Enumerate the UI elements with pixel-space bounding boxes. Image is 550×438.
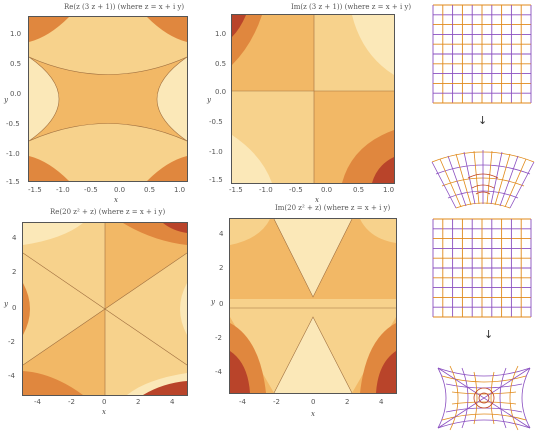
y-tick: 0 [219,300,224,308]
y-tick: 0.0 [215,88,227,96]
x-tick: 4 [170,398,175,406]
x-tick: -1.0 [259,186,273,194]
plot-title: Im(z (3 z + 1)) (where z = x + i y) [291,3,412,11]
y-axis-label: y [211,298,215,306]
x-tick: -2 [68,398,75,406]
plot-title: Re(z (3 z + 1)) (where z = x + i y) [64,3,185,11]
y-tick: -0.5 [6,120,20,128]
y-axis-label: y [4,96,8,104]
x-tick: -1.5 [28,186,42,194]
arrow-down-icon: ↓ [478,114,488,127]
grid-mapped-top [428,148,538,222]
x-tick: -1.0 [56,186,70,194]
x-tick: 4 [379,398,384,406]
y-tick: 0.0 [10,90,22,98]
y-tick: 1.0 [215,30,227,38]
y-tick: -0.5 [209,118,223,126]
plot-im-small: Im(z (3 z + 1)) (where z = x + i y) 1.0 … [205,0,411,210]
grid-mapped-bottom [436,362,532,438]
contour-plot-area [22,222,188,396]
y-tick: 2 [219,264,224,272]
y-tick: 4 [219,230,224,238]
plot-title: Im(20 z² + z) (where z = x + i y) [275,204,391,212]
x-tick: 0 [102,398,107,406]
x-tick: -0.5 [289,186,303,194]
x-tick: -4 [239,398,246,406]
contour-plot-area [28,16,188,182]
y-tick: -4 [8,372,15,380]
contour-plot-area [231,14,395,184]
y-tick: -1.5 [209,176,223,184]
y-tick: 0 [12,304,17,312]
plot-title: Re(20 z² + z) (where z = x + i y) [50,208,166,216]
y-tick: 1.0 [10,30,22,38]
x-tick: 1.0 [383,186,395,194]
y-tick: -4 [215,368,222,376]
y-axis-label: y [207,96,211,104]
x-axis-label: x [315,196,319,204]
x-tick: 0 [311,398,316,406]
y-tick: -2 [215,334,222,342]
x-tick: 1.0 [174,186,186,194]
grid-original-bottom [432,218,532,322]
arrow-down-icon: ↓ [484,328,494,341]
x-axis-label: x [114,196,118,204]
y-tick: -1.0 [209,148,223,156]
y-tick: 4 [12,234,17,242]
y-tick: -1.0 [6,150,20,158]
x-tick: -4 [34,398,41,406]
x-tick: -0.5 [84,186,98,194]
y-tick: 0.5 [10,60,22,68]
x-axis-label: x [311,410,315,418]
grid-original-top [432,4,532,108]
x-tick: 0.5 [144,186,156,194]
x-tick: 0.0 [321,186,333,194]
x-tick: -2 [273,398,280,406]
y-tick: -1.5 [6,178,20,186]
x-tick: 2 [136,398,141,406]
contour-plot-area [229,218,397,394]
x-tick: -1.5 [229,186,243,194]
plot-re-large: Re(20 z² + z) (where z = x + i y) 4 2 0 … [0,206,200,436]
x-axis-label: x [102,408,106,416]
plot-im-large: Im(20 z² + z) (where z = x + i y) 4 2 0 … [205,200,405,436]
x-tick: 2 [345,398,350,406]
y-tick: 2 [12,268,17,276]
x-tick: 0.5 [353,186,365,194]
y-tick: 0.5 [215,60,227,68]
plot-re-small: Re(z (3 z + 1)) (where z = x + i y) 1.0 … [0,0,200,210]
y-axis-label: y [4,300,8,308]
x-tick: 0.0 [114,186,126,194]
y-tick: -2 [8,338,15,346]
